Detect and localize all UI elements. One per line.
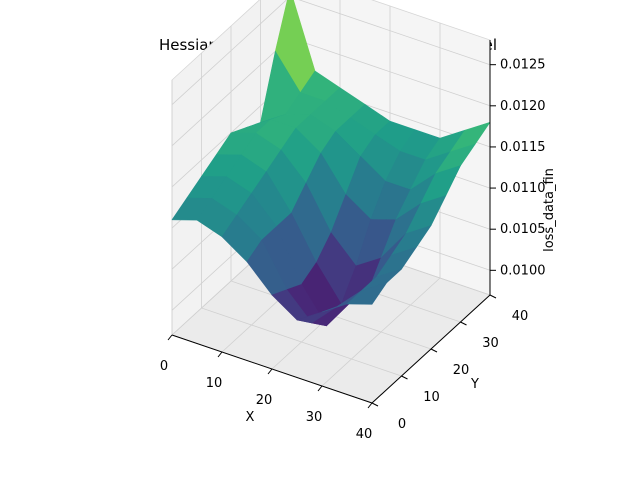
z-tick-label: 0.0110 [500, 181, 546, 196]
z-tick-label: 0.0120 [500, 99, 546, 114]
y-tick-mark [460, 321, 467, 326]
z-tick-label: 0.0105 [500, 222, 546, 237]
grid-line-y [230, 26, 432, 350]
y-tick-label: 30 [482, 336, 499, 351]
y-tick-label: 40 [512, 309, 529, 324]
z-tick-label: 0.0100 [500, 263, 546, 278]
y-tick-label: 10 [423, 390, 440, 405]
y-tick-mark [489, 294, 497, 299]
x-tick-mark [367, 402, 373, 409]
surface-mesh [171, 0, 491, 327]
z-tick-label: 0.0125 [500, 58, 546, 73]
x-tick-mark [167, 334, 173, 341]
x-tick-label: 30 [306, 410, 323, 425]
x-tick-mark [217, 351, 223, 358]
y-tick-mark [371, 402, 379, 407]
x-tick-label: 40 [356, 427, 373, 442]
x-axis-label: X [246, 410, 255, 425]
x-tick-mark [317, 385, 323, 392]
y-tick-mark [430, 348, 438, 353]
tick-labels: 0 10 20 30 40 0 10 20 30 40 0.0100 0.0105 0.0110 0.01… [160, 58, 546, 442]
y-axis-label: Y [470, 377, 479, 392]
y-tick-label: 20 [453, 363, 470, 378]
x-tick-mark [267, 368, 273, 375]
z-tick-label: 0.0115 [500, 140, 546, 155]
y-tick-label: 0 [398, 417, 406, 432]
surface-patch [346, 282, 388, 305]
y-tick-mark [401, 375, 408, 380]
x-tick-label: 20 [256, 393, 273, 408]
x-tick-label: 10 [206, 376, 223, 391]
grid-line-z [171, 0, 491, 105]
z-axis-label: loss_data_fin [542, 168, 557, 252]
grid-line-y [201, 53, 402, 377]
x-tick-label: 0 [160, 359, 168, 374]
